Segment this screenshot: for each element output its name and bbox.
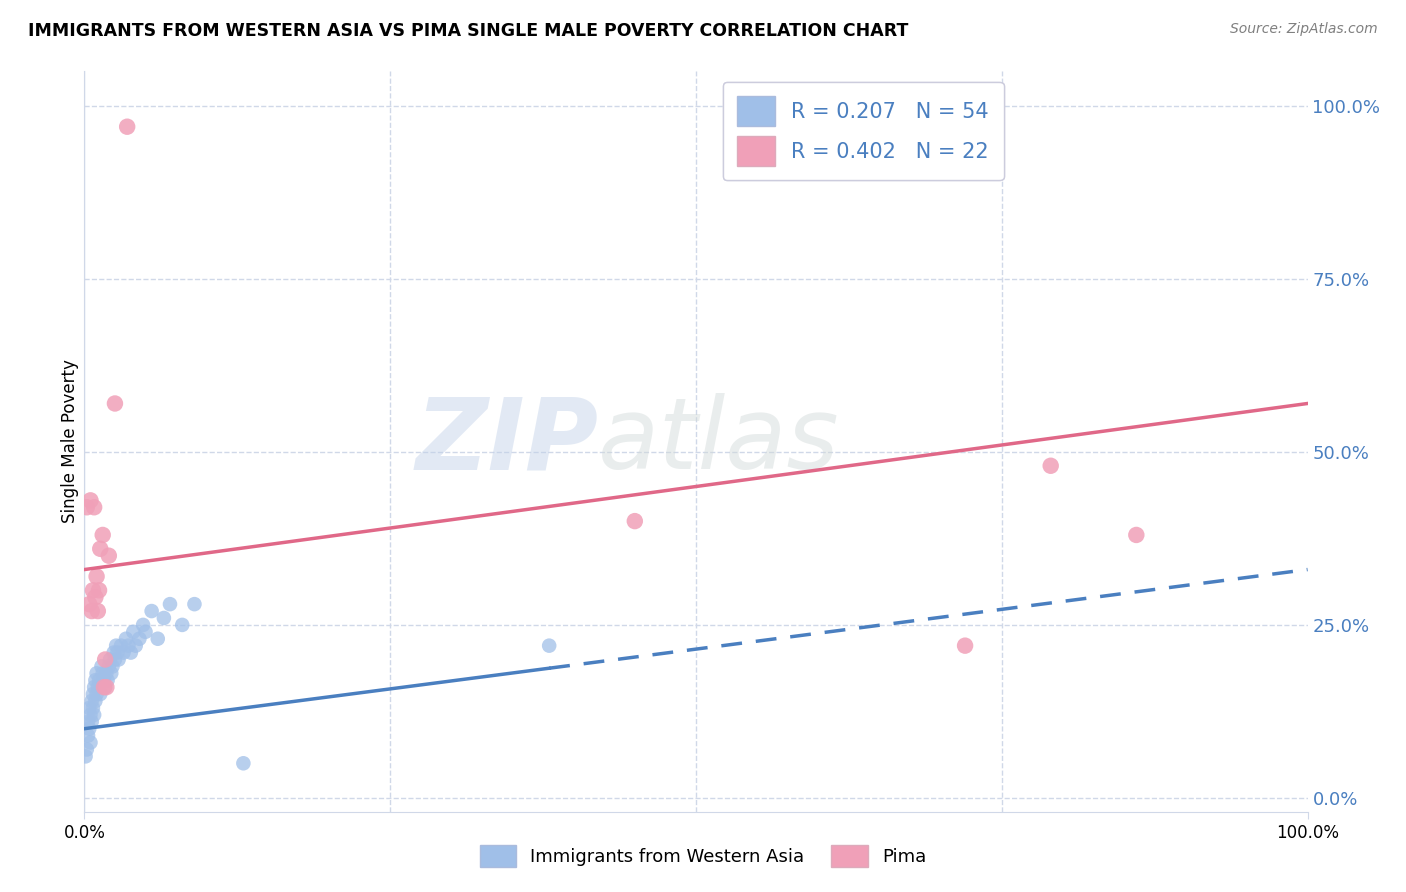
Point (103, 646, 125, 660)
Text: ZIP: ZIP (415, 393, 598, 490)
Point (110, 639, 132, 653)
Point (104, 396, 127, 410)
Point (153, 611, 176, 625)
Point (83, 707, 105, 722)
Point (86, 687, 108, 701)
Text: IMMIGRANTS FROM WESTERN ASIA VS PIMA SINGLE MALE POVERTY CORRELATION CHART: IMMIGRANTS FROM WESTERN ASIA VS PIMA SIN… (28, 22, 908, 40)
Point (128, 632, 150, 646)
Point (172, 618, 194, 632)
Point (76, 500, 98, 515)
Point (89, 541, 111, 556)
Legend: R = 0.207   N = 54, R = 0.402   N = 22: R = 0.207 N = 54, R = 0.402 N = 22 (723, 82, 1004, 180)
Point (79, 707, 101, 722)
Point (624, 514, 647, 528)
Point (97, 549, 120, 563)
Y-axis label: Single Male Poverty: Single Male Poverty (60, 359, 79, 524)
Point (125, 639, 148, 653)
Point (77, 701, 100, 715)
Point (115, 632, 138, 646)
Point (1039, 458, 1062, 473)
Point (89, 687, 111, 701)
Point (83, 500, 105, 515)
Point (90, 659, 112, 673)
Point (75, 749, 97, 764)
Point (77, 729, 100, 743)
Point (115, 120, 138, 134)
Point (77, 714, 100, 729)
Point (87, 673, 110, 688)
Point (91, 666, 114, 681)
Point (93, 680, 115, 694)
Point (87, 583, 110, 598)
Point (146, 632, 169, 646)
Point (94, 652, 117, 666)
Point (77, 597, 100, 611)
Point (84, 673, 107, 688)
Point (80, 714, 103, 729)
Point (82, 687, 104, 701)
Point (84, 694, 107, 708)
Point (104, 652, 127, 666)
Point (96, 666, 118, 681)
Point (141, 604, 163, 618)
Point (91, 528, 114, 542)
Point (1125, 528, 1147, 542)
Text: atlas: atlas (598, 393, 839, 490)
Point (87, 680, 110, 694)
Point (97, 673, 120, 688)
Point (86, 569, 108, 583)
Point (122, 624, 145, 639)
Point (132, 618, 155, 632)
Legend: Immigrants from Western Asia, Pima: Immigrants from Western Asia, Pima (472, 838, 934, 874)
Point (76, 742, 98, 756)
Point (183, 597, 205, 611)
Point (83, 680, 105, 694)
Point (135, 624, 157, 639)
Point (100, 666, 122, 681)
Point (77, 722, 100, 736)
Point (117, 639, 139, 653)
Point (98, 652, 121, 666)
Point (101, 659, 124, 673)
Point (82, 701, 104, 715)
Point (105, 646, 128, 660)
Point (105, 639, 128, 653)
Point (80, 694, 103, 708)
Point (84, 591, 107, 605)
Point (96, 680, 118, 694)
Text: Source: ZipAtlas.com: Source: ZipAtlas.com (1230, 22, 1378, 37)
Point (112, 646, 135, 660)
Point (97, 659, 120, 673)
Point (93, 673, 115, 688)
Point (94, 680, 117, 694)
Point (159, 597, 181, 611)
Point (86, 666, 108, 681)
Point (79, 493, 101, 508)
Point (120, 646, 142, 660)
Point (538, 639, 561, 653)
Point (232, 756, 254, 771)
Point (107, 652, 129, 666)
Point (82, 583, 104, 598)
Point (87, 604, 110, 618)
Point (79, 735, 101, 749)
Point (80, 604, 103, 618)
Point (953, 639, 976, 653)
